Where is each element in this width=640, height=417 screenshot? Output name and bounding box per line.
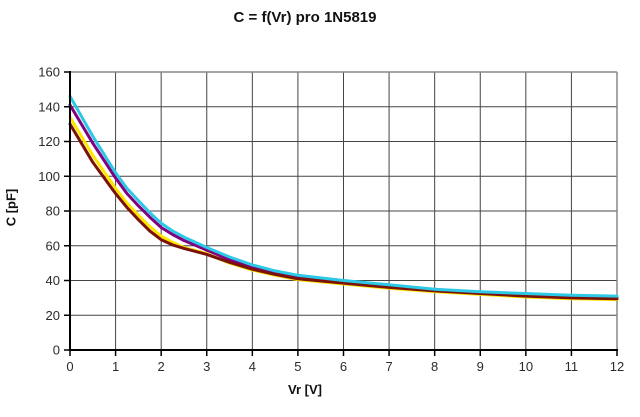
x-tick-label: 11 bbox=[565, 359, 579, 374]
x-tick-label: 4 bbox=[249, 359, 256, 374]
y-tick-label: 80 bbox=[46, 204, 60, 219]
x-tick-label: 7 bbox=[385, 359, 392, 374]
y-tick-label: 160 bbox=[38, 65, 60, 80]
y-tick-label: 60 bbox=[46, 238, 60, 253]
y-tick-label: 140 bbox=[38, 99, 60, 114]
x-tick-label: 1 bbox=[112, 359, 119, 374]
x-axis-title: Vr [V] bbox=[288, 382, 322, 397]
y-axis-title: C [pF] bbox=[3, 188, 19, 227]
x-tick-label: 0 bbox=[66, 359, 73, 374]
x-tick-label: 12 bbox=[610, 359, 624, 374]
y-tick-label: 20 bbox=[46, 308, 60, 323]
x-tick-label: 8 bbox=[431, 359, 438, 374]
series-line-series-dark-red bbox=[68, 122, 619, 301]
x-tick-label: 5 bbox=[294, 359, 301, 374]
x-tick-label: 3 bbox=[203, 359, 210, 374]
y-tick-label: 120 bbox=[38, 134, 60, 149]
chart-title: C = f(Vr) pro 1N5819 bbox=[233, 9, 377, 26]
series-line-series-turquoise bbox=[68, 94, 619, 298]
x-tick-label: 2 bbox=[158, 359, 165, 374]
y-tick-label: 100 bbox=[38, 169, 60, 184]
y-tick-label: 40 bbox=[46, 273, 60, 288]
y-tick-label: 0 bbox=[53, 343, 60, 358]
x-tick-label: 6 bbox=[340, 359, 347, 374]
x-tick-label: 9 bbox=[477, 359, 484, 374]
x-tick-label: 10 bbox=[519, 359, 533, 374]
